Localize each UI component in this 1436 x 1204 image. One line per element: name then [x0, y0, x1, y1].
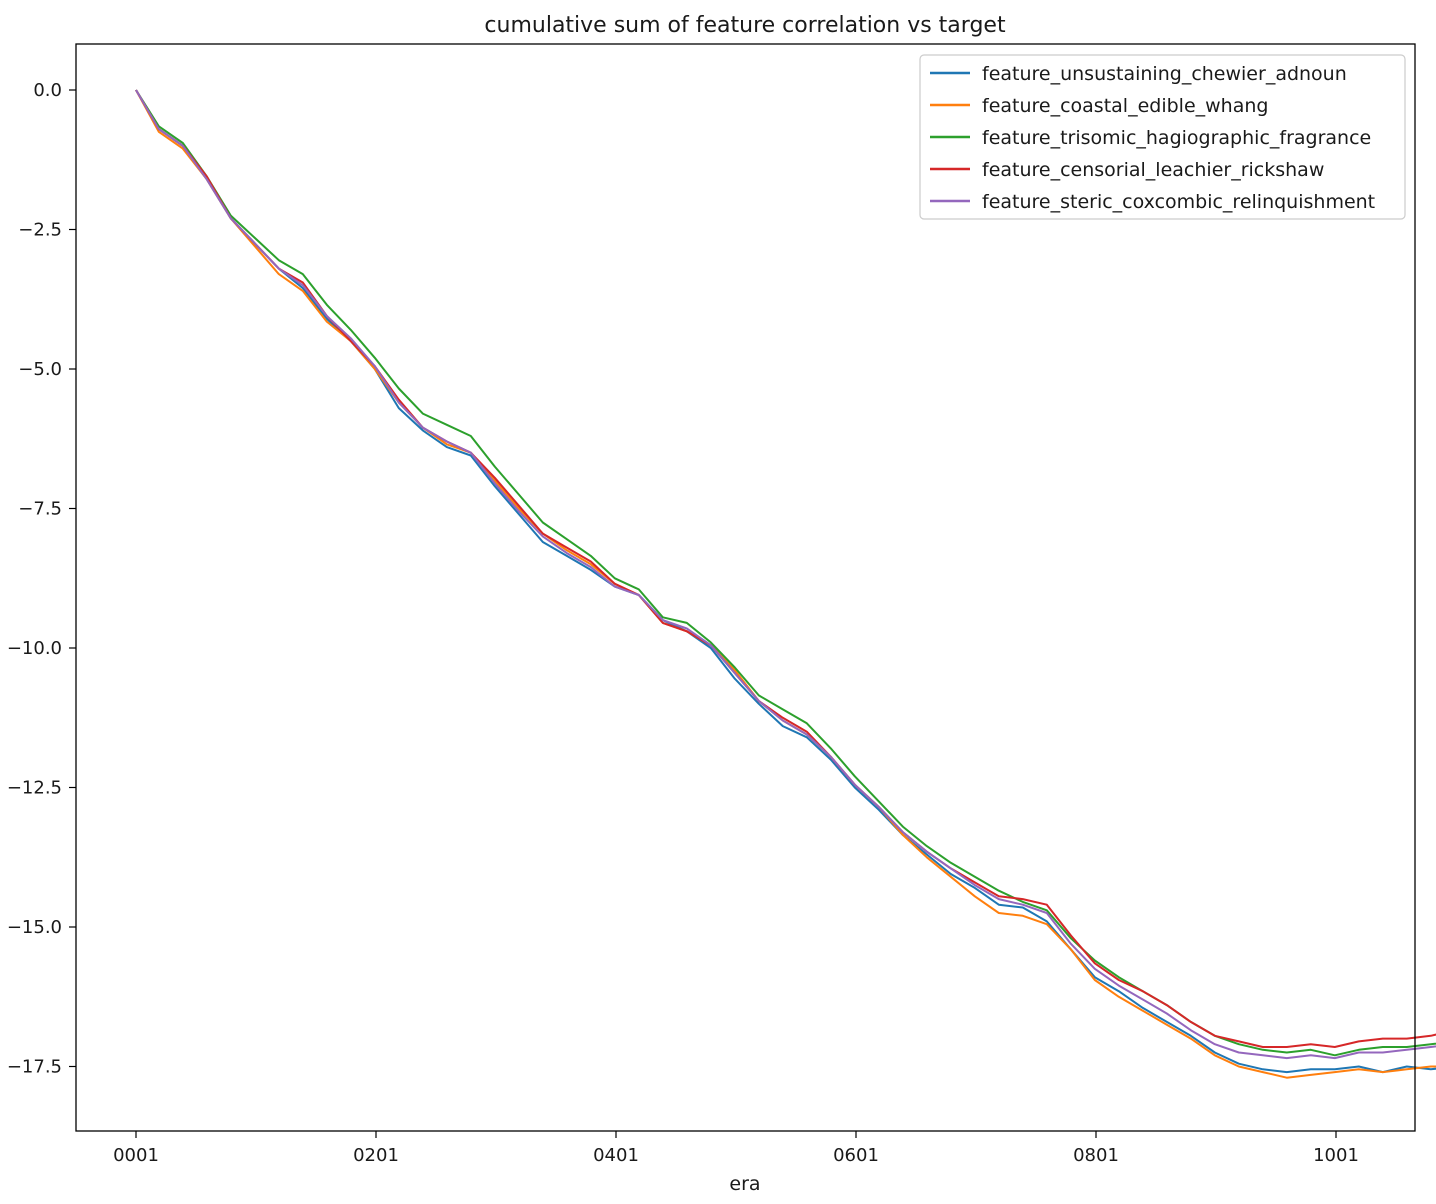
x-axis-label: era [729, 1173, 760, 1195]
y-tick-label: −12.5 [7, 778, 62, 799]
y-tick-label: −5.0 [18, 359, 62, 380]
x-tick-label: 1001 [1313, 1145, 1359, 1166]
y-tick-label: 0.0 [33, 80, 62, 101]
chart-title: cumulative sum of feature correlation vs… [484, 13, 1006, 38]
series-line-1 [135, 89, 1436, 1074]
legend-label: feature_coastal_edible_whang [982, 95, 1268, 117]
series-line-3 [135, 89, 1436, 1057]
series-layer [135, 89, 1436, 1079]
legend-label: feature_steric_coxcombic_relinquishment [982, 191, 1375, 213]
x-tick-label: 0601 [833, 1145, 879, 1166]
y-tick-label: −17.5 [7, 1057, 62, 1078]
x-tick-label: 0401 [593, 1145, 639, 1166]
series-line-5 [135, 89, 1436, 1060]
y-tick-label: −10.0 [7, 638, 62, 659]
legend-label: feature_censorial_leachier_rickshaw [982, 159, 1324, 181]
legend: feature_unsustaining_chewier_adnounfeatu… [919, 54, 1406, 220]
legend-label: feature_unsustaining_chewier_adnoun [982, 63, 1347, 85]
legend-box [919, 54, 1406, 220]
x-axis: 0001 0201 0401 0601 0801 1001 [113, 1131, 1359, 1166]
x-tick-label: 0201 [353, 1145, 399, 1166]
y-tick-label: −2.5 [18, 220, 62, 241]
x-tick-label: 0801 [1073, 1145, 1119, 1166]
x-tick-label: 0001 [113, 1145, 159, 1166]
y-axis: 0.0 −2.5 −5.0 −7.5 −10.0 −12.5 −15.0 −17.5 [7, 80, 76, 1078]
y-tick-label: −15.0 [7, 917, 62, 938]
y-tick-label: −7.5 [18, 499, 62, 520]
plot-frame [75, 43, 1416, 1132]
legend-label: feature_trisomic_hagiographic_fragrance [982, 127, 1371, 149]
